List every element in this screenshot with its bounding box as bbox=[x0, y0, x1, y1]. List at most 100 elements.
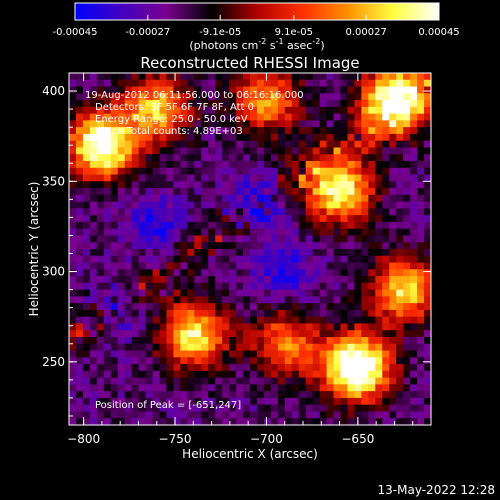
heatmap-cell bbox=[166, 181, 175, 189]
heatmap-cell bbox=[229, 140, 237, 149]
heatmap-cell bbox=[96, 79, 105, 88]
heatmap-cell bbox=[382, 249, 390, 257]
heatmap-cell bbox=[250, 411, 258, 419]
heatmap-cell bbox=[243, 255, 251, 264]
heatmap-cell bbox=[194, 242, 202, 250]
heatmap-cell bbox=[117, 370, 126, 379]
heatmap-cell bbox=[152, 249, 161, 257]
heatmap-cell bbox=[208, 316, 216, 325]
heatmap-cell bbox=[138, 140, 147, 149]
heatmap-cell bbox=[389, 133, 397, 142]
heatmap-cell bbox=[284, 418, 293, 425]
heatmap-cell bbox=[382, 269, 390, 277]
heatmap-cell bbox=[396, 418, 404, 425]
heatmap-cell bbox=[340, 208, 349, 216]
heatmap-cell bbox=[312, 350, 321, 358]
heatmap-cell bbox=[96, 133, 105, 142]
heatmap-cell bbox=[277, 73, 286, 81]
heatmap-cell bbox=[305, 221, 314, 230]
heatmap-cell bbox=[396, 296, 404, 304]
heatmap-cell bbox=[417, 228, 425, 237]
heatmap-cell bbox=[222, 194, 230, 203]
heatmap-cell bbox=[166, 215, 175, 223]
heatmap-cell bbox=[236, 181, 244, 189]
heatmap-cell bbox=[173, 262, 181, 270]
heatmap-cell bbox=[284, 188, 293, 196]
heatmap-cell bbox=[403, 269, 411, 277]
heatmap-cell bbox=[368, 370, 376, 379]
heatmap-cell bbox=[69, 255, 77, 264]
heatmap-cell bbox=[96, 337, 105, 345]
heatmap-cell bbox=[396, 411, 404, 419]
heatmap-cell bbox=[152, 330, 161, 338]
heatmap-cell bbox=[166, 276, 175, 284]
heatmap-cell bbox=[256, 161, 265, 169]
heatmap-cell bbox=[256, 215, 265, 223]
heatmap-cell bbox=[201, 167, 209, 176]
heatmap-cell bbox=[410, 377, 418, 385]
heatmap-cell bbox=[180, 255, 188, 264]
heatmap-cell bbox=[263, 377, 272, 385]
heatmap-cell bbox=[215, 337, 223, 345]
heatmap-cell bbox=[410, 391, 418, 399]
heatmap-cell bbox=[117, 377, 126, 385]
heatmap-cell bbox=[347, 228, 356, 237]
heatmap-cell bbox=[319, 73, 328, 81]
heatmap-cell bbox=[229, 418, 237, 425]
heatmap-cell bbox=[263, 249, 272, 257]
heatmap-cell bbox=[312, 133, 321, 142]
heatmap-cell bbox=[138, 269, 147, 277]
heatmap-cell bbox=[375, 377, 383, 385]
heatmap-cell bbox=[368, 208, 376, 216]
heatmap-cell bbox=[236, 208, 244, 216]
heatmap-cell bbox=[291, 167, 300, 176]
heatmap-cell bbox=[103, 133, 112, 142]
heatmap-cell bbox=[166, 343, 175, 352]
heatmap-cell bbox=[375, 303, 383, 311]
heatmap-cell bbox=[319, 140, 328, 149]
heatmap-cell bbox=[250, 276, 258, 284]
heatmap-cell bbox=[103, 106, 112, 115]
heatmap-cell bbox=[284, 330, 293, 338]
heatmap-cell bbox=[166, 296, 175, 304]
heatmap-cell bbox=[187, 174, 195, 182]
heatmap-cell bbox=[340, 167, 349, 176]
heatmap-cell bbox=[347, 201, 356, 209]
heatmap-cell bbox=[375, 337, 383, 345]
heatmap-cell bbox=[180, 86, 188, 94]
heatmap-cell bbox=[69, 364, 77, 372]
heatmap-cell bbox=[124, 289, 133, 297]
heatmap-cell bbox=[201, 397, 209, 406]
heatmap-cell bbox=[319, 397, 328, 406]
heatmap-cell bbox=[208, 269, 216, 277]
heatmap-cell bbox=[173, 140, 181, 149]
heatmap-cell bbox=[326, 269, 335, 277]
heatmap-cell bbox=[424, 154, 431, 162]
heatmap-cell bbox=[361, 323, 369, 331]
heatmap-cell bbox=[103, 215, 112, 223]
heatmap-cell bbox=[89, 140, 98, 149]
heatmap-cell bbox=[96, 167, 105, 176]
heatmap-cell bbox=[340, 397, 349, 406]
heatmap-cell bbox=[159, 262, 168, 270]
heatmap-cell bbox=[403, 357, 411, 365]
heatmap-cell bbox=[250, 242, 258, 250]
heatmap-cell bbox=[166, 330, 175, 338]
heatmap-cell bbox=[194, 404, 202, 413]
heatmap-cell bbox=[117, 120, 126, 128]
heatmap-cell bbox=[180, 228, 188, 237]
heatmap-cell bbox=[389, 181, 397, 189]
heatmap-cell bbox=[117, 323, 126, 331]
heatmap-cell bbox=[96, 391, 105, 399]
heatmap-cell bbox=[138, 316, 147, 325]
heatmap-cell bbox=[82, 276, 91, 284]
heatmap-cell bbox=[256, 384, 265, 392]
heatmap-cell bbox=[263, 215, 272, 223]
heatmap-cell bbox=[89, 404, 98, 413]
heatmap-cell bbox=[131, 282, 140, 291]
heatmap-cell bbox=[410, 174, 418, 182]
heatmap-cell bbox=[361, 167, 369, 176]
heatmap-cell bbox=[229, 221, 237, 230]
heatmap-cell bbox=[382, 174, 390, 182]
heatmap-cell bbox=[361, 181, 369, 189]
